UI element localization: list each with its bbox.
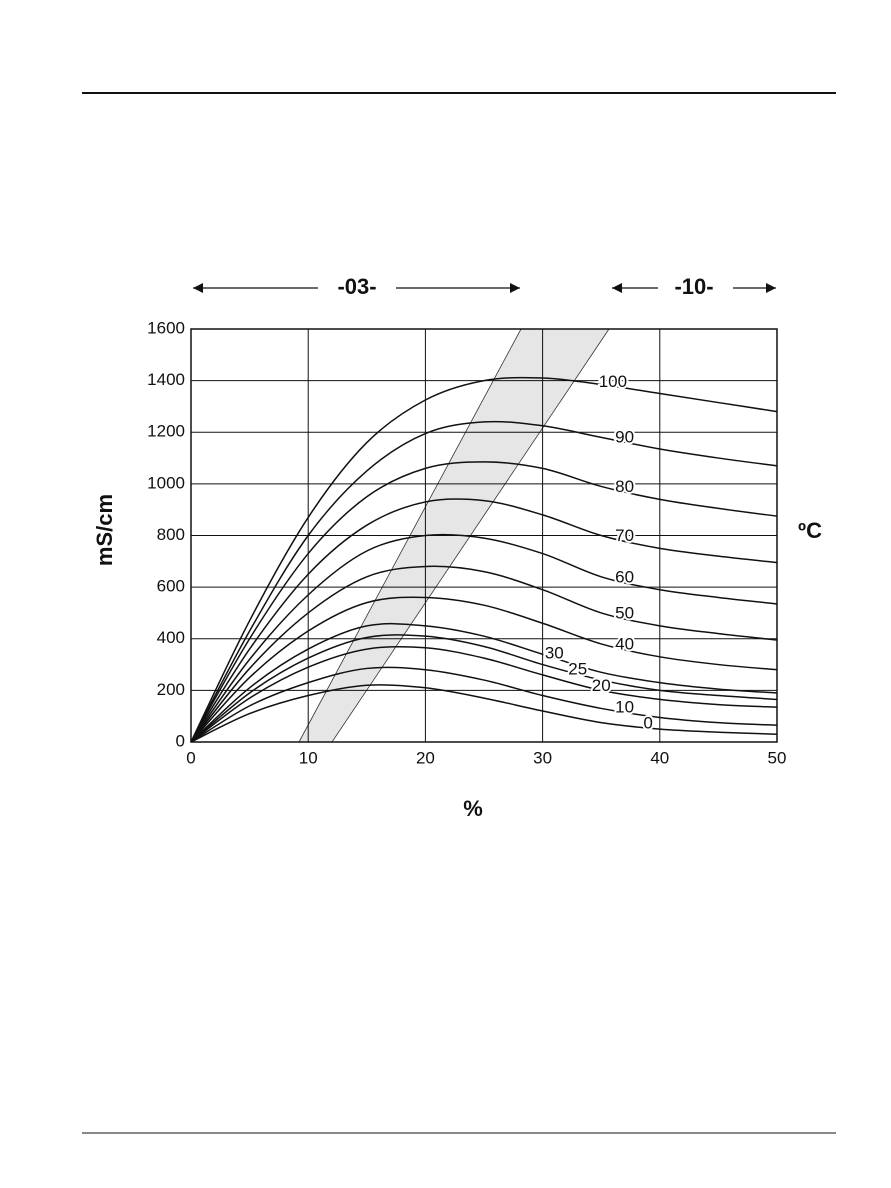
y-tick-label: 200 bbox=[157, 680, 185, 699]
y-tick-label: 1200 bbox=[147, 422, 185, 441]
y-axis-label: mS/cm bbox=[92, 494, 117, 566]
curve bbox=[190, 684, 778, 743]
series-label: 80 bbox=[615, 477, 634, 496]
series-label: 0 bbox=[643, 713, 652, 732]
y-tick-label: 1600 bbox=[147, 318, 185, 337]
series-label: 10 bbox=[615, 698, 634, 717]
series-label: 50 bbox=[615, 604, 634, 623]
y-tick-label: 800 bbox=[157, 525, 185, 544]
series-label: 100 bbox=[599, 372, 627, 391]
x-tick-label: 40 bbox=[650, 748, 669, 767]
legend-title: ºC bbox=[798, 518, 822, 543]
range-label: -10- bbox=[674, 274, 713, 299]
series-label: 25 bbox=[568, 659, 587, 678]
series-label: 30 bbox=[545, 643, 564, 662]
series-label: 20 bbox=[592, 676, 611, 695]
series-label: 60 bbox=[615, 567, 634, 586]
curve bbox=[190, 420, 778, 743]
y-tick-label: 600 bbox=[157, 577, 185, 596]
y-tick-label: 1000 bbox=[147, 473, 185, 492]
curve bbox=[190, 376, 778, 743]
x-tick-label: 0 bbox=[186, 748, 195, 767]
curve bbox=[190, 565, 778, 743]
series-label: 90 bbox=[615, 428, 634, 447]
curve bbox=[190, 596, 778, 743]
x-tick-label: 20 bbox=[416, 748, 435, 767]
x-tick-label: 30 bbox=[533, 748, 552, 767]
curve bbox=[190, 533, 778, 743]
y-tick-label: 1400 bbox=[147, 370, 185, 389]
y-tick-label: 0 bbox=[176, 731, 185, 750]
curve bbox=[190, 498, 778, 743]
curve bbox=[190, 666, 778, 743]
curve bbox=[190, 645, 778, 743]
curve bbox=[190, 634, 778, 743]
x-tick-label: 50 bbox=[768, 748, 787, 767]
curve bbox=[190, 461, 778, 743]
series-label: 40 bbox=[615, 635, 634, 654]
y-tick-label: 400 bbox=[157, 628, 185, 647]
x-tick-label: 10 bbox=[299, 748, 318, 767]
range-label: -03- bbox=[337, 274, 376, 299]
x-axis-label: % bbox=[463, 796, 483, 821]
series-label: 70 bbox=[615, 526, 634, 545]
plot-frame bbox=[190, 328, 778, 743]
curve bbox=[190, 622, 778, 743]
